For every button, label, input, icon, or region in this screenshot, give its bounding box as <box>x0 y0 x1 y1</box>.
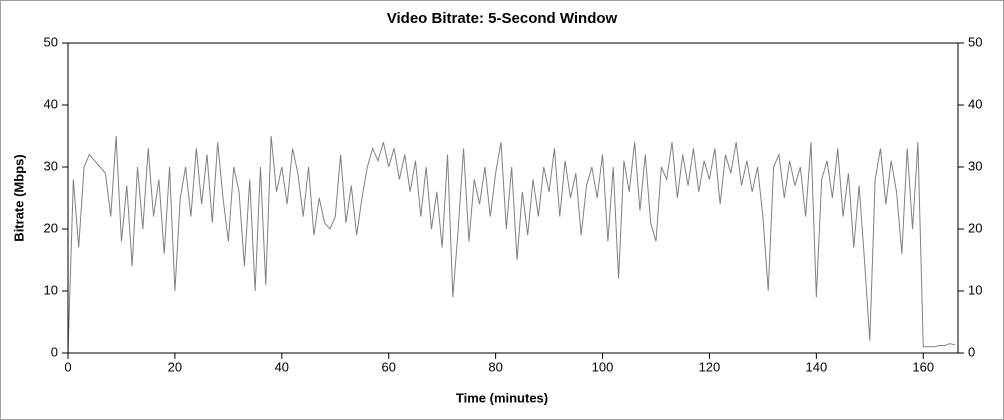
y2-tick-label: 30 <box>968 158 982 173</box>
x-tick-label: 60 <box>381 359 395 374</box>
plot-border <box>67 42 959 354</box>
y-tick-label: 0 <box>51 344 58 359</box>
y-tick-label: 20 <box>44 220 58 235</box>
y2-tick-label: 0 <box>968 344 975 359</box>
x-tick-label: 80 <box>488 359 502 374</box>
y-tick-label: 40 <box>44 96 58 111</box>
y2-tick-label: 40 <box>968 96 982 111</box>
y-axis-label: Bitrate (Mbps) <box>11 154 26 241</box>
x-axis-label: Time (minutes) <box>456 390 548 405</box>
y2-tick-label: 50 <box>968 34 982 49</box>
x-tick-label: 40 <box>275 359 289 374</box>
x-tick-label: 120 <box>699 359 721 374</box>
x-tick-label: 20 <box>168 359 182 374</box>
x-tick-label: 0 <box>64 359 71 374</box>
y2-tick-label: 20 <box>968 220 982 235</box>
x-tick-label: 140 <box>805 359 827 374</box>
x-tick-label: 160 <box>912 359 934 374</box>
y2-tick-label: 10 <box>968 282 982 297</box>
y-tick-label: 50 <box>44 34 58 49</box>
data-line <box>67 135 956 354</box>
y-tick-label: 30 <box>44 158 58 173</box>
y-tick-label: 10 <box>44 282 58 297</box>
chart-title: Video Bitrate: 5-Second Window <box>387 10 618 27</box>
x-tick-label: 100 <box>592 359 614 374</box>
